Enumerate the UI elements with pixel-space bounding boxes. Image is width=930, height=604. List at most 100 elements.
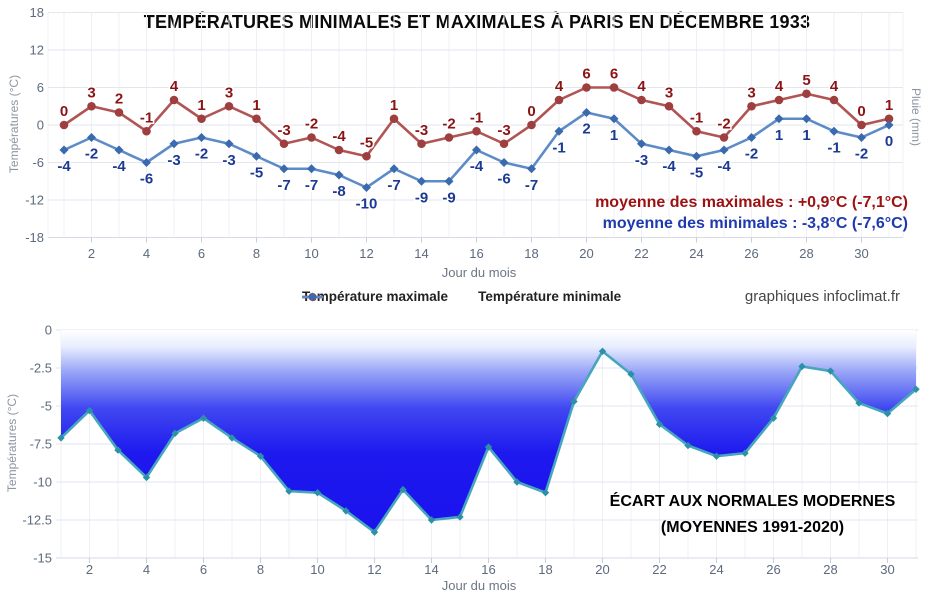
svg-text:18: 18: [30, 5, 44, 20]
svg-text:4: 4: [555, 78, 564, 95]
svg-text:4: 4: [143, 562, 150, 577]
svg-text:0: 0: [885, 133, 893, 150]
legend-min-label: Température minimale: [478, 289, 622, 304]
svg-text:-7.5: -7.5: [30, 437, 52, 452]
svg-text:-3: -3: [635, 152, 648, 169]
svg-text:-6: -6: [497, 171, 510, 188]
svg-text:16: 16: [481, 562, 495, 577]
svg-text:8: 8: [257, 562, 264, 577]
svg-text:-4: -4: [717, 158, 731, 175]
svg-text:-1: -1: [827, 139, 840, 156]
svg-text:-5: -5: [690, 164, 703, 181]
svg-text:4: 4: [170, 78, 179, 95]
svg-text:22: 22: [652, 562, 666, 577]
svg-text:-7: -7: [277, 177, 290, 194]
svg-text:-4: -4: [662, 158, 676, 175]
svg-text:20: 20: [595, 562, 609, 577]
legend-min-marker-icon: [302, 292, 323, 301]
svg-text:-6: -6: [32, 155, 44, 170]
svg-text:14: 14: [414, 246, 428, 261]
svg-text:-2: -2: [442, 116, 455, 133]
svg-text:-6: -6: [140, 171, 153, 188]
svg-text:8: 8: [253, 246, 260, 261]
svg-text:18: 18: [524, 246, 538, 261]
svg-text:-2: -2: [195, 146, 208, 163]
svg-text:-3: -3: [497, 122, 510, 139]
svg-text:-4: -4: [112, 158, 126, 175]
svg-text:-2: -2: [745, 146, 758, 163]
svg-text:-1: -1: [470, 109, 483, 126]
svg-text:1: 1: [390, 97, 398, 114]
svg-text:26: 26: [744, 246, 758, 261]
svg-text:-3: -3: [167, 152, 180, 169]
svg-text:-5: -5: [40, 399, 52, 414]
svg-text:-9: -9: [415, 189, 428, 206]
svg-text:4: 4: [830, 78, 839, 95]
legend-max-label: Température maximale: [302, 289, 449, 304]
svg-text:1: 1: [252, 97, 260, 114]
svg-text:28: 28: [823, 562, 837, 577]
svg-text:-2: -2: [85, 146, 98, 163]
svg-text:-1: -1: [690, 109, 703, 126]
svg-text:-12: -12: [25, 193, 44, 208]
svg-text:12: 12: [359, 246, 373, 261]
svg-text:1: 1: [775, 127, 783, 144]
svg-text:-1: -1: [140, 109, 153, 126]
svg-text:14: 14: [424, 562, 438, 577]
svg-text:-5: -5: [360, 134, 373, 151]
svg-text:-4: -4: [470, 158, 484, 175]
svg-text:1: 1: [610, 127, 618, 144]
svg-text:-10: -10: [33, 475, 52, 490]
top-x-axis-title: Jour du mois: [441, 265, 517, 280]
svg-text:6: 6: [582, 66, 590, 83]
svg-text:1: 1: [885, 97, 893, 114]
svg-text:-4: -4: [57, 158, 71, 175]
svg-text:18: 18: [538, 562, 552, 577]
svg-text:10: 10: [304, 246, 318, 261]
svg-text:30: 30: [854, 246, 868, 261]
svg-text:-2: -2: [717, 116, 730, 133]
svg-text:3: 3: [225, 84, 233, 101]
annotation-moyenne-maximales: moyenne des maximales : +0,9°C (-7,1°C): [595, 194, 908, 211]
svg-text:-2.5: -2.5: [30, 361, 52, 376]
svg-text:12: 12: [367, 562, 381, 577]
annotation-moyenne-minimales: moyenne des minimales : -3,8°C (-7,6°C): [602, 215, 908, 232]
svg-text:2: 2: [115, 91, 123, 108]
svg-text:0: 0: [60, 103, 68, 120]
svg-text:1: 1: [197, 97, 205, 114]
svg-text:6: 6: [37, 80, 44, 95]
svg-text:-9: -9: [442, 189, 455, 206]
svg-text:3: 3: [747, 84, 755, 101]
svg-text:3: 3: [87, 84, 95, 101]
legend: Température maximale Température minimal…: [302, 289, 621, 304]
svg-text:3: 3: [665, 84, 673, 101]
svg-text:20: 20: [579, 246, 593, 261]
bottom-x-axis-title: Jour du mois: [441, 578, 517, 593]
svg-text:22: 22: [634, 246, 648, 261]
svg-text:-7: -7: [525, 177, 538, 194]
svg-text:0: 0: [45, 323, 52, 338]
watermark-infoclimat: graphiques infoclimat.fr: [744, 288, 900, 305]
svg-text:4: 4: [637, 78, 646, 95]
svg-text:-18: -18: [25, 230, 44, 245]
top-y-axis-title: Températures (°C): [7, 74, 21, 174]
bottom-chart-canvas: 0-2.5-5-7.5-10-12.5-152 4 6 8 10 12 14 16 18 20 22…: [22, 323, 920, 577]
svg-text:4: 4: [143, 246, 150, 261]
svg-text:30: 30: [880, 562, 894, 577]
svg-text:2: 2: [86, 562, 93, 577]
svg-text:-3: -3: [415, 122, 428, 139]
svg-text:26: 26: [766, 562, 780, 577]
legend-item-max[interactable]: Température maximale: [302, 289, 448, 304]
svg-text:-15: -15: [33, 551, 52, 566]
svg-text:4: 4: [775, 78, 784, 95]
svg-text:6: 6: [610, 66, 618, 83]
legend-item-min[interactable]: Température minimale: [302, 289, 622, 304]
svg-text:-4: -4: [332, 128, 346, 145]
svg-text:-10: -10: [356, 196, 378, 213]
svg-text:-2: -2: [305, 116, 318, 133]
svg-text:12: 12: [30, 43, 44, 58]
svg-text:-7: -7: [387, 177, 400, 194]
svg-text:-5: -5: [250, 164, 263, 181]
svg-text:0: 0: [37, 118, 44, 133]
svg-text:-1: -1: [552, 139, 565, 156]
